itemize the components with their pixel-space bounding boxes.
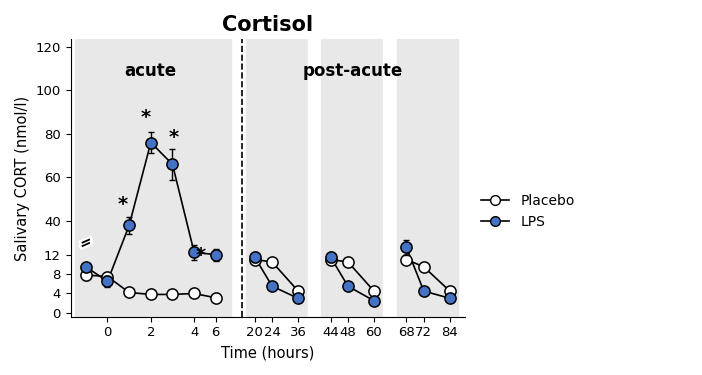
Bar bbox=[308, 39, 321, 317]
Point bbox=[325, 254, 336, 260]
Text: *: * bbox=[140, 108, 150, 127]
Point bbox=[145, 291, 157, 297]
Point bbox=[189, 249, 200, 255]
Point bbox=[444, 288, 456, 294]
Point bbox=[369, 298, 380, 304]
Text: *: * bbox=[168, 128, 178, 147]
Point bbox=[418, 288, 430, 294]
Point bbox=[249, 254, 260, 260]
Point bbox=[167, 161, 178, 167]
Point bbox=[80, 272, 91, 278]
Point bbox=[267, 283, 278, 289]
Point bbox=[293, 295, 304, 301]
Point bbox=[210, 295, 221, 301]
Legend: Placebo, LPS: Placebo, LPS bbox=[476, 188, 580, 234]
Point bbox=[249, 256, 260, 262]
Point bbox=[124, 222, 135, 228]
Point bbox=[167, 291, 178, 297]
Point bbox=[325, 256, 336, 262]
Bar bbox=[383, 39, 397, 317]
Bar bbox=[246, 39, 308, 317]
Text: post-acute: post-acute bbox=[302, 62, 402, 80]
Point bbox=[401, 256, 412, 262]
Title: Cortisol: Cortisol bbox=[223, 15, 313, 35]
Text: *: * bbox=[196, 246, 206, 265]
Bar bbox=[321, 39, 383, 317]
X-axis label: Time (hours): Time (hours) bbox=[221, 345, 314, 360]
Point bbox=[444, 295, 456, 301]
Point bbox=[267, 259, 278, 265]
Point bbox=[210, 252, 221, 258]
Point bbox=[145, 140, 157, 146]
Point bbox=[102, 273, 113, 279]
Point bbox=[343, 283, 354, 289]
Point bbox=[124, 290, 135, 296]
Text: *: * bbox=[117, 195, 128, 214]
Point bbox=[102, 278, 113, 284]
Point bbox=[369, 288, 380, 294]
Point bbox=[293, 288, 304, 294]
Y-axis label: Salivary CORT (nmol/l): Salivary CORT (nmol/l) bbox=[15, 96, 30, 261]
Point bbox=[189, 291, 200, 297]
Point bbox=[343, 259, 354, 265]
Bar bbox=[397, 39, 458, 317]
Point bbox=[418, 264, 430, 270]
Point bbox=[80, 264, 91, 270]
Text: acute: acute bbox=[125, 62, 177, 80]
Point bbox=[401, 244, 412, 250]
Bar bbox=[75, 39, 231, 317]
